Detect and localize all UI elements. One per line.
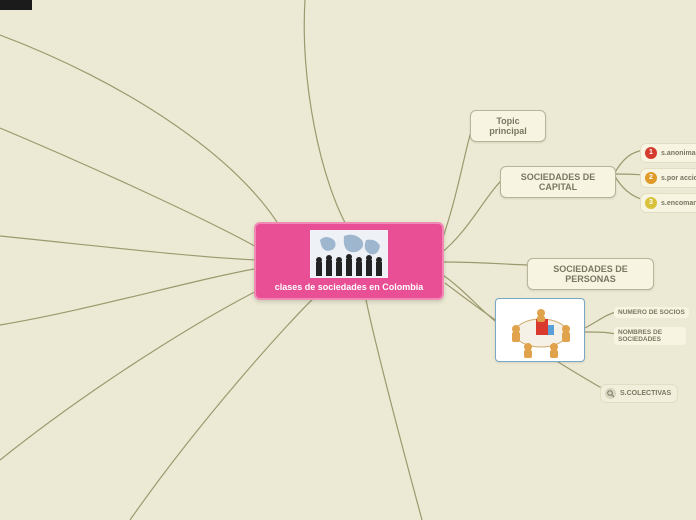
list-item-1-label: s.anonima	[661, 150, 696, 157]
label-nombres-sociedades[interactable]: NOMBRES DE SOCIEDADES	[614, 327, 686, 345]
node-image-meeting[interactable]	[495, 298, 585, 362]
node-topic-principal[interactable]: Topic principal	[470, 110, 546, 142]
list-item-2[interactable]: 2 s.por accion	[640, 168, 696, 188]
label-nombres-sociedades-text: NOMBRES DE SOCIEDADES	[618, 329, 662, 343]
node-sociedades-capital[interactable]: SOCIEDADES DE CAPITAL	[500, 166, 616, 198]
list-item-1[interactable]: 1 s.anonima	[640, 143, 696, 163]
node-colectivas-label: S.COLECTIVAS	[620, 390, 671, 397]
badge-2-icon: 2	[645, 172, 657, 184]
mindmap-canvas: clases de sociedades en Colombia Topic p…	[0, 0, 696, 520]
node-topic-principal-label: Topic principal	[489, 116, 527, 136]
node-sociedades-personas-label: SOCIEDADES DE PERSONAS	[553, 264, 628, 284]
badge-1-icon: 1	[645, 147, 657, 159]
central-image	[310, 230, 388, 278]
magnifier-icon	[605, 388, 616, 399]
central-node[interactable]: clases de sociedades en Colombia	[254, 222, 444, 300]
badge-3-icon: 3	[645, 197, 657, 209]
list-item-3-label: s.encomano	[661, 200, 696, 207]
node-sociedades-personas[interactable]: SOCIEDADES DE PERSONAS	[527, 258, 654, 290]
node-colectivas[interactable]: S.COLECTIVAS	[600, 384, 678, 403]
central-title: clases de sociedades en Colombia	[262, 282, 436, 292]
list-item-2-label: s.por accion	[661, 175, 696, 182]
label-numero-socios[interactable]: NUMERO DE SOCIOS	[614, 307, 689, 318]
list-item-3[interactable]: 3 s.encomano	[640, 193, 696, 213]
node-sociedades-capital-label: SOCIEDADES DE CAPITAL	[521, 172, 596, 192]
